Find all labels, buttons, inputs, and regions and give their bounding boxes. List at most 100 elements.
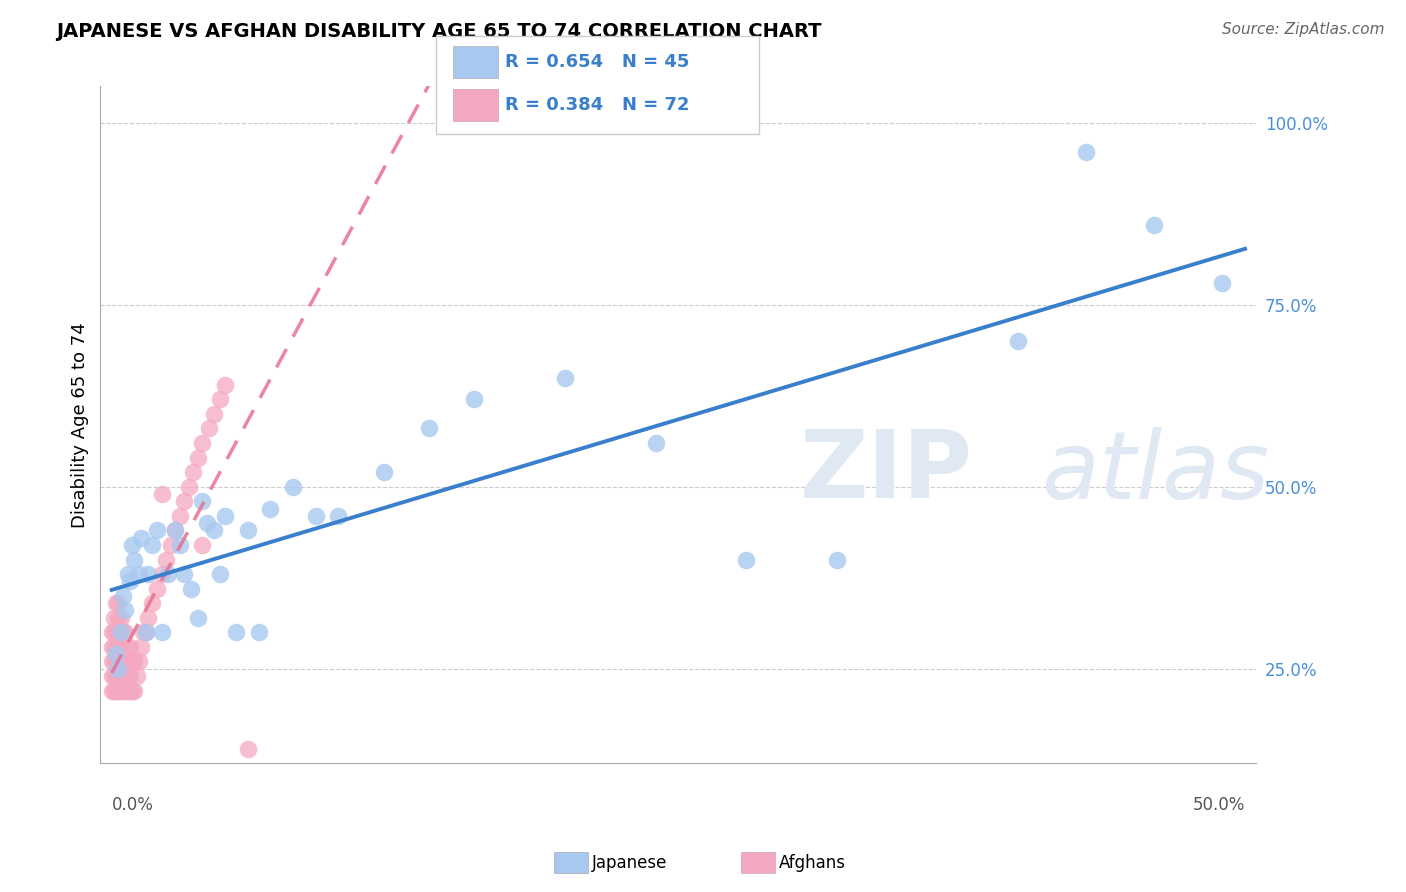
Y-axis label: Disability Age 65 to 74: Disability Age 65 to 74 [72, 322, 89, 528]
Point [114, 603, 136, 617]
Point [103, 654, 125, 668]
Point [825, 552, 848, 566]
Point [644, 436, 666, 450]
Point [281, 480, 304, 494]
Point [103, 625, 125, 640]
Point [202, 407, 225, 421]
Point [124, 654, 146, 668]
Point [165, 524, 187, 538]
Point [128, 654, 150, 668]
Point [124, 683, 146, 698]
Point [328, 508, 350, 523]
Point [118, 574, 141, 589]
Point [107, 611, 129, 625]
Point [100, 669, 122, 683]
Point [105, 625, 128, 640]
Point [107, 683, 129, 698]
Point [141, 596, 163, 610]
Point [305, 508, 328, 523]
Point [105, 596, 128, 610]
Point [165, 524, 187, 538]
Point [117, 640, 139, 654]
Point [110, 669, 132, 683]
Point [157, 567, 180, 582]
Point [554, 370, 576, 384]
Point [118, 640, 141, 654]
Point [107, 669, 129, 683]
Point [111, 589, 134, 603]
Text: Japanese: Japanese [592, 854, 668, 871]
Point [107, 662, 129, 676]
Point [1143, 218, 1166, 232]
Point [214, 508, 236, 523]
Point [735, 552, 758, 566]
Point [418, 421, 440, 435]
Point [135, 625, 157, 640]
Point [103, 669, 125, 683]
Point [191, 436, 214, 450]
Point [132, 625, 155, 640]
Point [373, 465, 395, 479]
Point [105, 654, 128, 668]
Point [209, 392, 232, 407]
Point [180, 582, 202, 596]
Text: R = 0.384   N = 72: R = 0.384 N = 72 [505, 96, 689, 114]
Point [117, 683, 139, 698]
Point [117, 567, 139, 582]
Point [236, 524, 259, 538]
Point [110, 654, 132, 668]
Point [1211, 276, 1233, 290]
Point [118, 669, 141, 683]
Point [105, 683, 128, 698]
Point [463, 392, 485, 407]
Point [100, 683, 122, 698]
Point [105, 640, 128, 654]
Text: ZIP: ZIP [800, 426, 973, 518]
Point [146, 524, 169, 538]
Point [177, 480, 200, 494]
Point [105, 669, 128, 683]
Point [181, 465, 204, 479]
Point [121, 683, 143, 698]
Point [136, 567, 159, 582]
Point [110, 640, 132, 654]
Point [129, 531, 152, 545]
Point [107, 654, 129, 668]
Text: atlas: atlas [1040, 426, 1270, 517]
Point [110, 611, 132, 625]
Point [125, 669, 148, 683]
Point [107, 625, 129, 640]
Point [111, 654, 134, 668]
Point [195, 516, 218, 530]
Point [236, 741, 259, 756]
Point [187, 450, 209, 465]
Point [118, 683, 141, 698]
Text: 50.0%: 50.0% [1192, 796, 1246, 814]
Point [169, 538, 191, 552]
Point [117, 669, 139, 683]
Point [136, 611, 159, 625]
Point [173, 494, 195, 508]
Point [198, 421, 221, 435]
Point [150, 625, 173, 640]
Point [1007, 334, 1029, 348]
Point [209, 567, 232, 582]
Point [135, 625, 157, 640]
Point [100, 654, 122, 668]
Point [103, 640, 125, 654]
Point [110, 625, 132, 640]
Point [114, 654, 136, 668]
Point [114, 625, 136, 640]
Point [141, 538, 163, 552]
Point [150, 567, 173, 582]
Point [247, 625, 270, 640]
Point [111, 625, 134, 640]
Point [107, 640, 129, 654]
Point [150, 487, 173, 501]
Point [105, 647, 128, 661]
Point [128, 567, 150, 582]
Point [191, 538, 214, 552]
Text: Afghans: Afghans [779, 854, 846, 871]
Point [114, 669, 136, 683]
Text: JAPANESE VS AFGHAN DISABILITY AGE 65 TO 74 CORRELATION CHART: JAPANESE VS AFGHAN DISABILITY AGE 65 TO … [56, 22, 821, 41]
